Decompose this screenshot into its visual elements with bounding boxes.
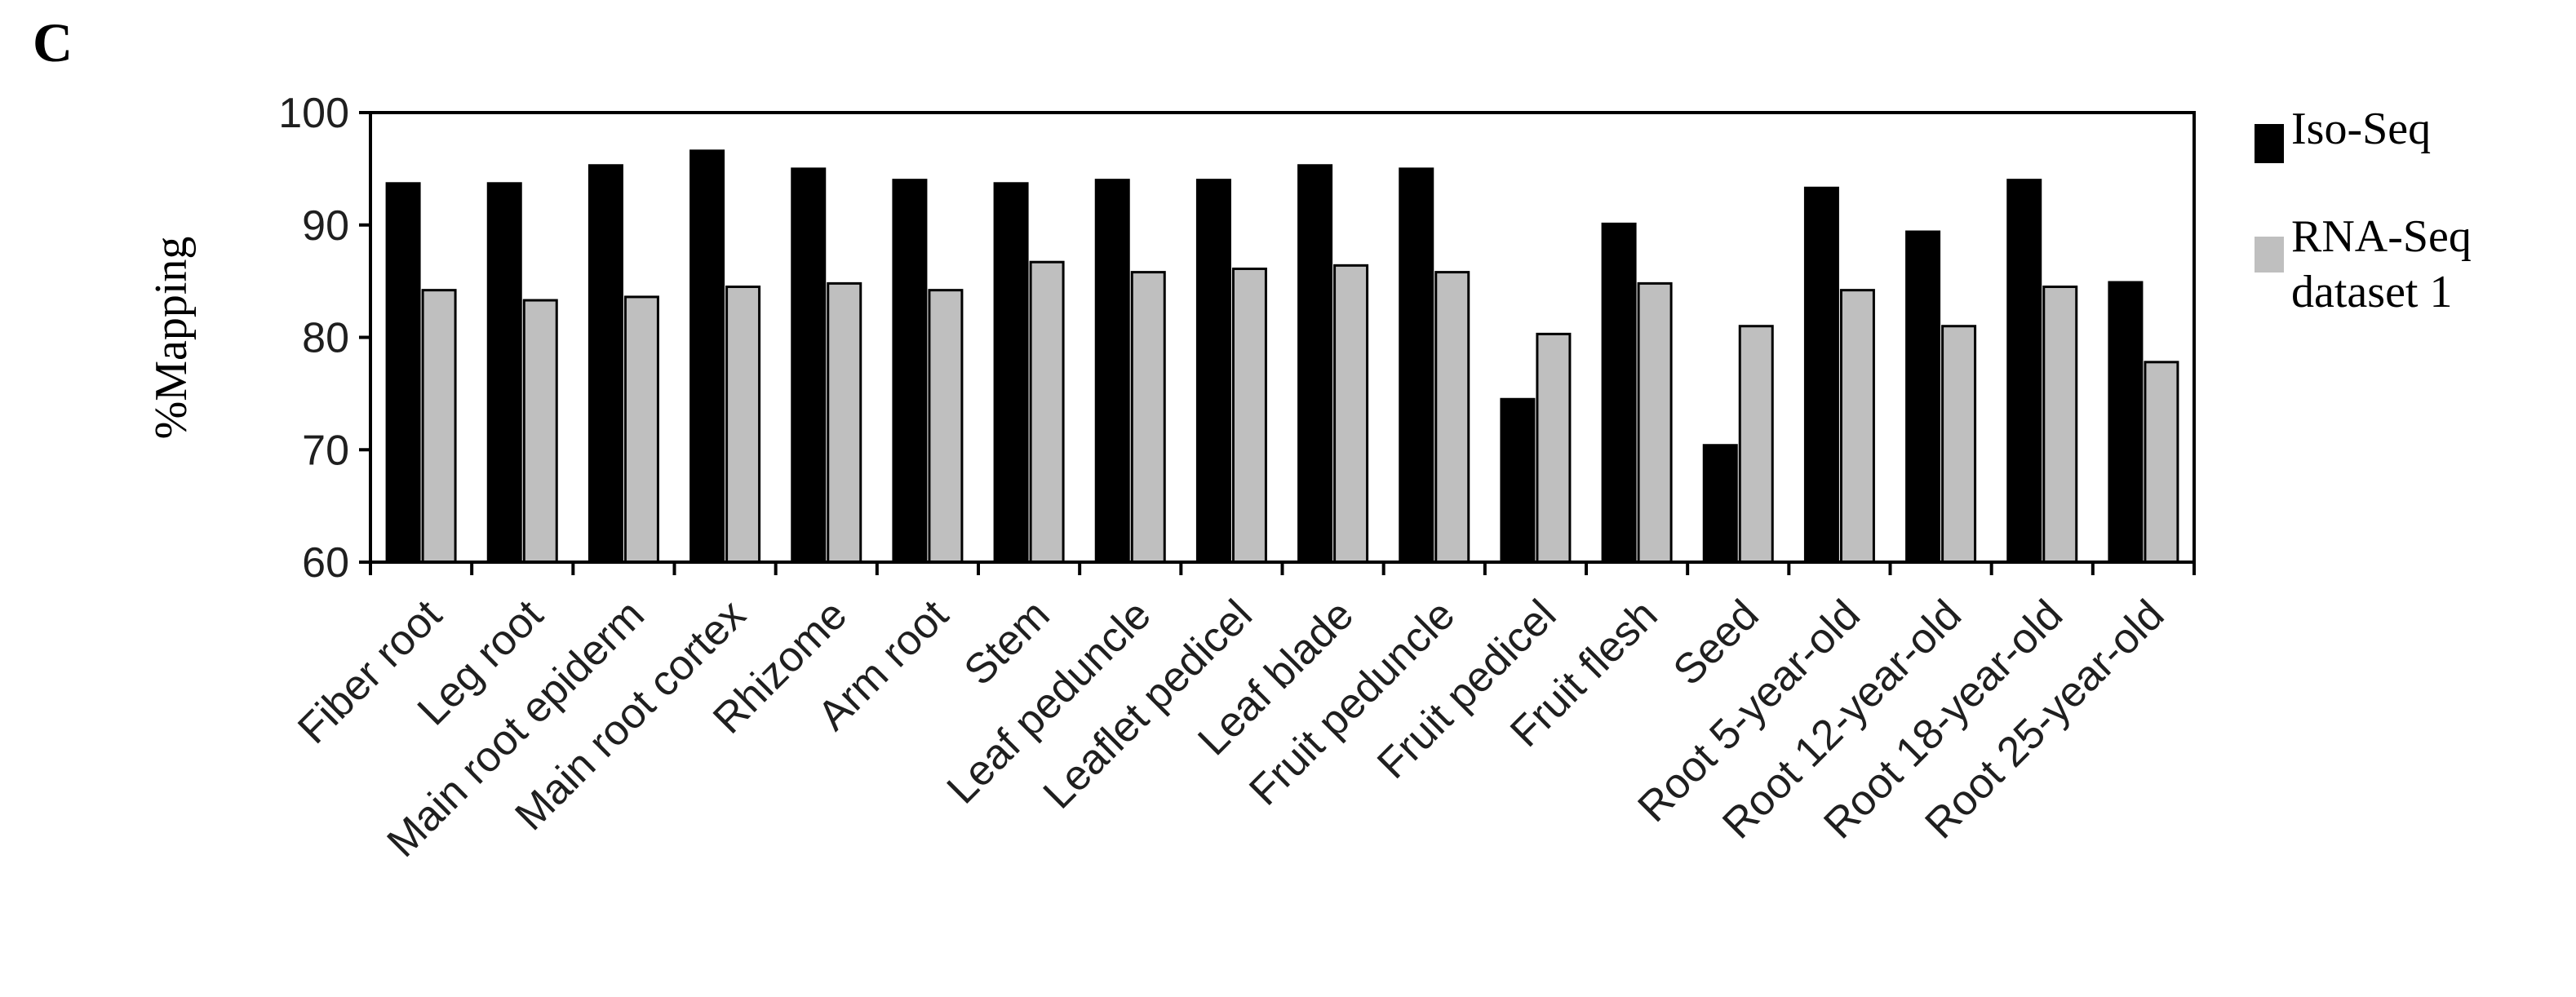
bar-rna-seq-1	[522, 299, 558, 564]
y-tick-label: 100	[278, 90, 349, 137]
bar-rna-seq-4	[827, 281, 862, 564]
plot-area-frame	[369, 111, 2196, 564]
bar-iso-seq-8	[1195, 179, 1231, 564]
bar-rna-seq-6	[1029, 260, 1065, 564]
bar-rna-seq-5	[928, 289, 964, 564]
bar-rna-seq-16	[2042, 286, 2078, 564]
y-tick-label: 90	[302, 202, 349, 250]
legend-label-rna-seq-line-2: dataset 1	[2291, 267, 2452, 317]
bar-rna-seq-0	[421, 289, 457, 564]
bar-rna-seq-2	[623, 295, 659, 564]
bar-iso-seq-13	[1702, 444, 1738, 564]
legend-label-iso-seq: Iso-Seq	[2291, 104, 2431, 154]
bar-iso-seq-14	[1803, 186, 1839, 564]
bar-rna-seq-14	[1839, 289, 1875, 564]
bar-iso-seq-6	[993, 182, 1029, 564]
y-tick-label: 70	[302, 427, 349, 474]
bar-iso-seq-9	[1297, 164, 1333, 564]
bar-rna-seq-3	[725, 286, 761, 564]
bar-iso-seq-5	[892, 179, 928, 564]
bar-iso-seq-0	[385, 182, 421, 564]
bar-iso-seq-4	[791, 167, 827, 564]
bar-iso-seq-16	[2006, 179, 2042, 564]
y-axis-label: %Mapping	[146, 237, 197, 440]
bar-rna-seq-9	[1333, 264, 1369, 564]
bar-rna-seq-15	[1941, 325, 1977, 564]
bar-iso-seq-15	[1905, 230, 1941, 564]
bar-rna-seq-7	[1130, 271, 1166, 564]
x-tick-label: Fiber root	[289, 591, 451, 753]
bar-iso-seq-17	[2108, 281, 2144, 564]
panel-label: C	[33, 11, 73, 73]
y-tick-label: 80	[302, 315, 349, 362]
bar-iso-seq-11	[1500, 397, 1536, 564]
bar-rna-seq-17	[2144, 361, 2179, 564]
legend-swatch-iso-seq	[2255, 124, 2284, 163]
y-tick-label: 60	[302, 539, 349, 587]
bar-rna-seq-11	[1536, 332, 1572, 564]
bar-iso-seq-10	[1399, 167, 1434, 564]
bar-iso-seq-2	[587, 164, 623, 564]
legend: Iso-Seq RNA-Seq dataset 1	[2255, 104, 2483, 317]
bar-series	[385, 149, 2179, 564]
legend-label-rna-seq-line-1: RNA-Seq	[2291, 211, 2472, 262]
legend-label-rna-seq: RNA-Seq dataset 1	[2291, 211, 2483, 317]
bar-rna-seq-10	[1434, 271, 1470, 564]
legend-swatch-rna-seq	[2255, 237, 2284, 273]
bar-rna-seq-13	[1738, 325, 1774, 564]
y-axis-ticks: 60 70 80 90 100	[278, 90, 370, 587]
bar-iso-seq-3	[689, 149, 725, 564]
bar-rna-seq-12	[1637, 281, 1673, 564]
bar-iso-seq-12	[1601, 222, 1637, 564]
bar-rna-seq-8	[1231, 267, 1267, 564]
bar-iso-seq-1	[486, 182, 522, 564]
bar-iso-seq-7	[1094, 179, 1130, 564]
